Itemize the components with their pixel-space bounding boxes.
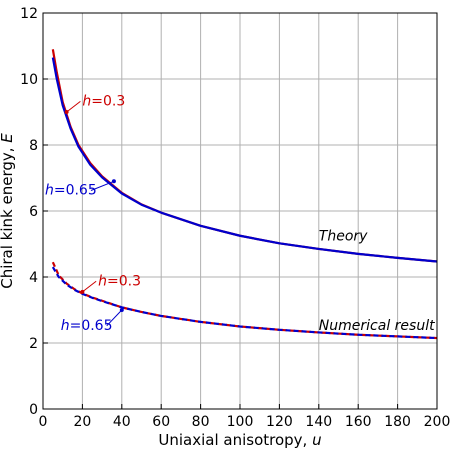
x-axis-title-text: Uniaxial anisotropy,	[158, 431, 312, 449]
x-tick-label: 20	[73, 414, 91, 430]
annotation-var: h	[45, 183, 54, 199]
x-axis-title: Uniaxial anisotropy, u	[158, 431, 321, 449]
annotation-var: h	[82, 93, 91, 109]
y-tick-label: 2	[29, 336, 38, 352]
x-tick-label: 60	[152, 414, 170, 430]
annotation-marker	[111, 179, 116, 184]
annotation-marker	[64, 110, 69, 114]
x-tick-label: 80	[192, 414, 210, 430]
x-tick-label: 180	[384, 414, 411, 430]
annotation-var: h	[61, 318, 70, 334]
theory-series-line	[51, 49, 438, 263]
grid	[42, 12, 438, 410]
annotation-leader-line	[82, 280, 97, 293]
annotation-label: h=0.3	[82, 93, 125, 109]
y-tick-label: 4	[29, 270, 38, 286]
x-tick-label: 40	[113, 414, 131, 430]
annotation-label: Numerical result	[319, 318, 435, 334]
annotation-value: =0.65	[54, 183, 97, 199]
x-tick-label: 100	[227, 414, 254, 430]
y-tick-label: 0	[29, 402, 38, 418]
annotation-marker	[119, 308, 124, 312]
axis-ticks: 0 20 40 60 80 100 120 140 160 180 200 0 2 4 6 8 10 12	[20, 6, 450, 430]
annotation-leader-line	[106, 309, 123, 327]
annotation-value: =0.3	[107, 273, 141, 289]
annotation-marker	[80, 289, 85, 294]
y-tick-label: 8	[29, 138, 38, 154]
annotation-value: =0.3	[91, 93, 125, 109]
series-group	[51, 49, 438, 340]
x-tick-label: 0	[39, 414, 48, 430]
x-axis-title-var: u	[312, 431, 322, 449]
annotation-leader-line	[66, 101, 81, 113]
annotation-label: h=0.65	[45, 183, 97, 199]
x-tick-label: 200	[424, 414, 451, 430]
x-tick-label: 120	[266, 414, 293, 430]
y-axis-title-var: E	[0, 133, 16, 143]
y-axis-title: Chiral kink energy, E	[0, 133, 16, 289]
annotation-label: h=0.3	[98, 273, 141, 289]
y-axis-title-text: Chiral kink energy,	[0, 143, 16, 289]
numerical-series-line	[51, 266, 438, 340]
annotation-var: h	[98, 273, 107, 289]
y-tick-label: 6	[29, 204, 38, 220]
y-tick-label: 10	[20, 72, 38, 88]
x-tick-label: 140	[305, 414, 332, 430]
annotation-value: =0.65	[70, 318, 113, 334]
annotation-leader-line	[90, 180, 115, 191]
y-tick-label: 12	[20, 6, 38, 22]
annotation-label: Theory	[319, 229, 368, 245]
annotation-label: h=0.65	[61, 318, 113, 334]
theory-series-line	[51, 57, 438, 263]
x-tick-label: 160	[345, 414, 372, 430]
